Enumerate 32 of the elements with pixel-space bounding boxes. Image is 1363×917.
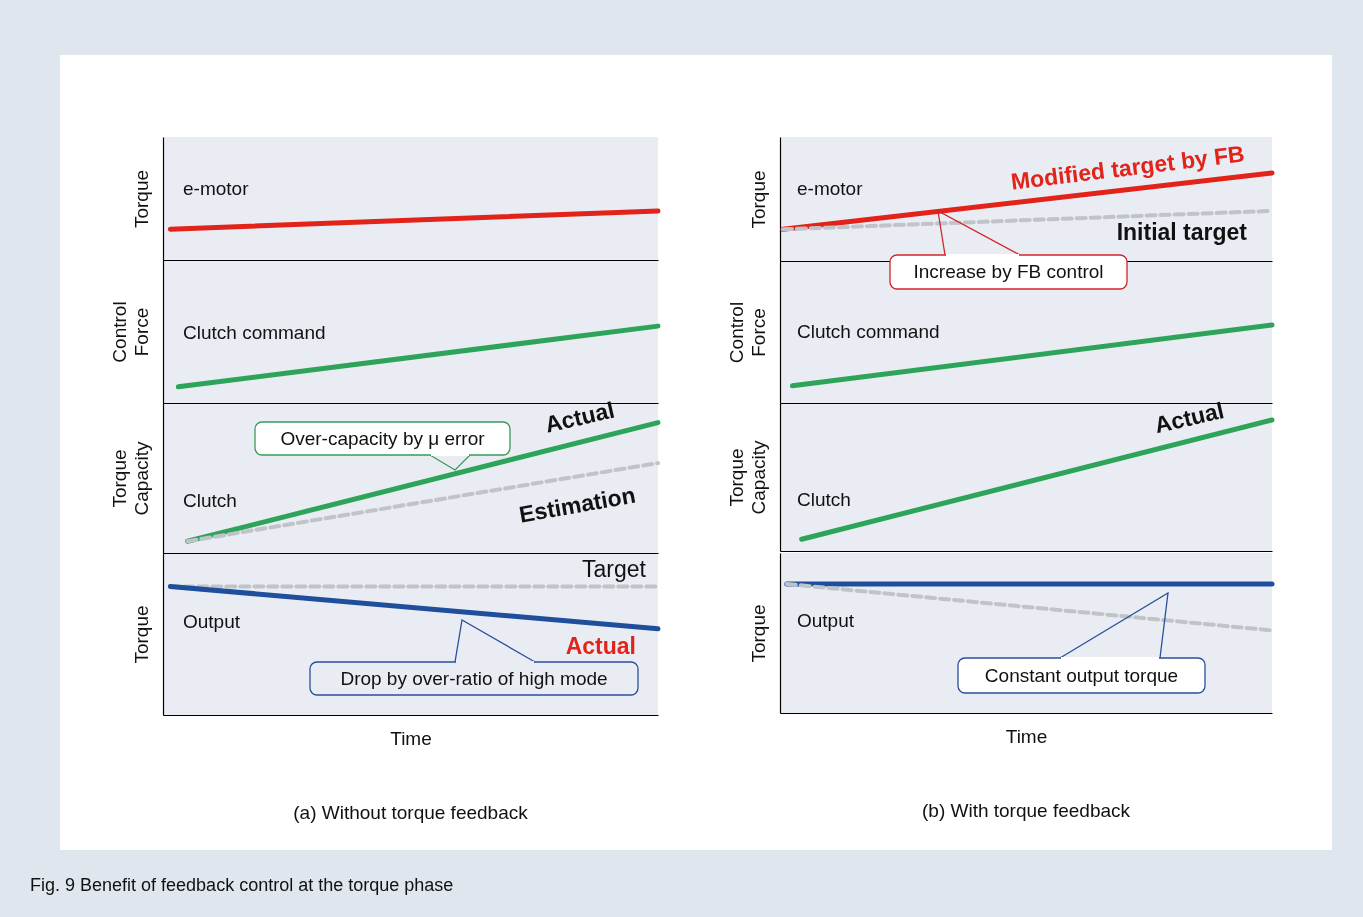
text: Estimation	[517, 481, 638, 528]
caption: Fig. 9 Benefit of feedback control at the torque phase	[30, 875, 454, 896]
series-label: Initial target	[1116, 218, 1248, 245]
series-label: Target	[582, 556, 647, 583]
text: e-motor	[183, 178, 250, 199]
annotation: e-motor	[797, 178, 864, 199]
annotation: Over-capacity by μ error	[255, 422, 510, 455]
text: (b) With torque feedback	[921, 800, 1131, 821]
y-axis-title: Torque	[747, 604, 769, 663]
y-axis-title: Torque	[130, 169, 152, 229]
annotation: Clutch	[183, 490, 237, 511]
y-axis-title: Torque	[130, 605, 152, 664]
annotation: Clutch command	[797, 321, 940, 342]
text: (a) Without torque feedback	[293, 802, 529, 823]
annotation: Output	[183, 611, 241, 632]
annotation: Constant output torque	[958, 658, 1205, 693]
y-axis-title: Control Force	[108, 301, 152, 363]
text: Actual	[542, 396, 617, 438]
annotation: Output	[797, 610, 855, 631]
text: Modified target by FB	[1009, 140, 1246, 195]
y-axis-title: Torque Capacity	[725, 440, 769, 515]
x-axis-title: Time	[390, 727, 432, 749]
text: Increase by FB control	[890, 255, 1127, 289]
x-axis-title: Time	[1005, 725, 1048, 747]
annotation: Clutch command	[183, 322, 326, 343]
text: Actual	[1152, 397, 1227, 439]
y-axis-title: Control Force	[725, 301, 769, 364]
y-axis-title: Torque	[747, 170, 769, 229]
annotation: Drop by over-ratio of high mode	[310, 662, 638, 695]
legend-label: Actual	[565, 632, 636, 659]
annotation: Clutch	[797, 489, 851, 510]
y-axis-title: Torque Capacity	[108, 441, 152, 516]
